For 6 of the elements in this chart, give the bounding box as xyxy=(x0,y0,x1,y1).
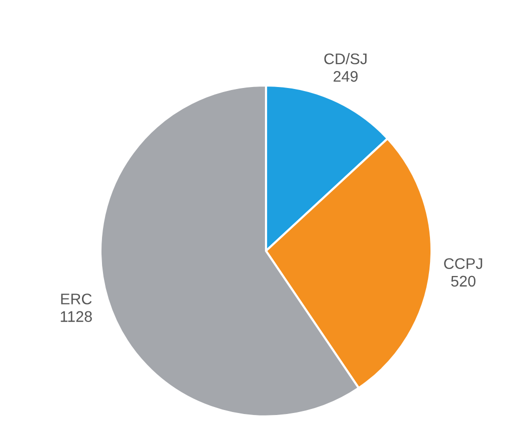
slice-label: ERC xyxy=(61,294,92,304)
slice-label: CCPJ xyxy=(444,258,482,270)
slice-label: CD/SJ xyxy=(324,53,367,64)
data-label: 249 xyxy=(334,71,358,82)
data-label: 520 xyxy=(451,276,476,287)
data-label: 1128 xyxy=(60,311,92,322)
